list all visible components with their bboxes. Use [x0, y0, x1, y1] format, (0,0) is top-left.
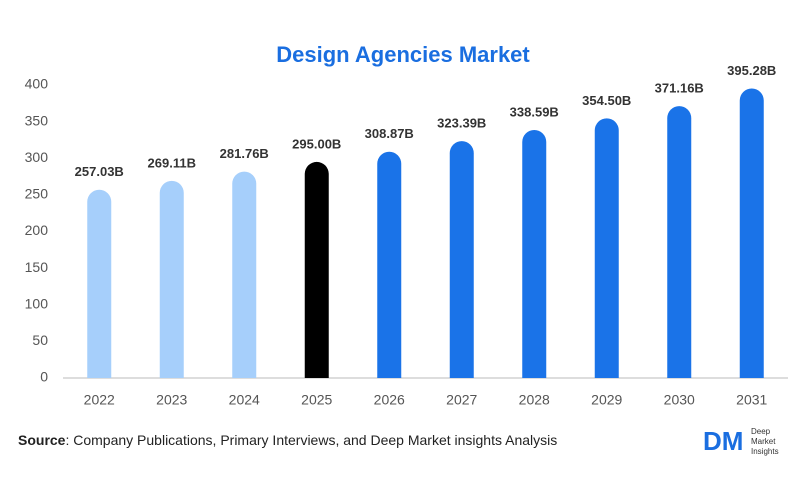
x-tick-label: 2031: [736, 392, 767, 408]
y-tick-label: 300: [25, 149, 49, 165]
y-tick-label: 100: [25, 295, 49, 311]
x-tick-label: 2029: [591, 392, 622, 408]
value-label: 269.11B: [148, 155, 196, 170]
x-tick-label: 2027: [446, 392, 477, 408]
x-tick-label: 2025: [301, 392, 332, 408]
bar: [449, 141, 474, 378]
x-tick-label: 2026: [374, 392, 405, 408]
x-tick-label: 2028: [519, 392, 550, 408]
value-label: 371.16B: [655, 81, 704, 96]
y-tick-label: 50: [32, 332, 48, 348]
y-tick-label: 400: [25, 76, 49, 92]
value-label: 308.87B: [365, 126, 414, 141]
x-tick-label: 2024: [229, 392, 260, 408]
value-label: 257.03B: [75, 164, 124, 179]
y-tick-label: 0: [40, 369, 48, 385]
source-label: Source: [18, 432, 66, 448]
bar: [159, 180, 184, 378]
value-label: 338.59B: [510, 104, 559, 119]
y-tick-label: 200: [25, 222, 49, 238]
source: Source: Company Publications, Primary In…: [18, 432, 557, 448]
chart-title: Design Agencies Market: [276, 42, 530, 67]
logo-text: Market: [751, 437, 776, 446]
y-tick-label: 350: [25, 112, 49, 128]
x-tick-label: 2022: [84, 392, 115, 408]
source-text: : Company Publications, Primary Intervie…: [65, 432, 557, 448]
value-label: 395.28B: [727, 63, 776, 78]
bar: [667, 106, 692, 378]
bar: [87, 189, 112, 378]
bar: [232, 171, 257, 378]
y-tick-label: 250: [25, 186, 49, 202]
bar: [739, 88, 764, 379]
bar: [522, 129, 547, 378]
logo-mark: DM: [703, 426, 743, 456]
logo-text: Deep: [751, 427, 771, 436]
logo-text: Insights: [751, 447, 779, 456]
value-label: 323.39B: [437, 116, 486, 131]
bar: [594, 118, 619, 379]
x-tick-label: 2030: [664, 392, 695, 408]
x-tick-label: 2023: [156, 392, 187, 408]
value-label: 281.76B: [220, 146, 269, 161]
y-tick-label: 150: [25, 259, 49, 275]
bar: [377, 151, 402, 378]
bar: [304, 161, 329, 378]
value-label: 354.50B: [582, 93, 631, 108]
value-label: 295.00B: [292, 136, 341, 151]
